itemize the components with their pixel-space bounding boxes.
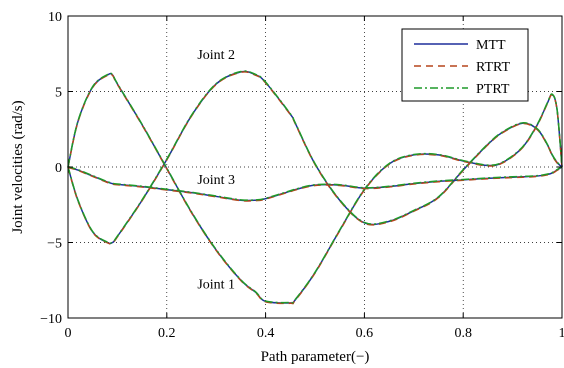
annotation-joint-1: Joint 1: [197, 277, 235, 292]
x-tick-label: 1: [559, 326, 564, 341]
x-tick-label: 0.6: [356, 326, 374, 341]
y-tick-label: 5: [55, 86, 62, 101]
annotation-joint-3: Joint 3: [197, 173, 235, 188]
legend-label-mtt: MTT: [476, 38, 506, 53]
y-tick-label: −10: [40, 312, 62, 327]
y-tick-label: −5: [47, 237, 62, 252]
x-axis-ticks: 0 0.2 0.4 0.6 0.8 1: [65, 16, 564, 341]
x-axis-label: Path parameter(−): [261, 349, 370, 365]
legend-box: [401, 28, 529, 102]
x-tick-label: 0: [65, 326, 72, 341]
y-tick-label: 10: [48, 10, 62, 25]
joint-3-rtrt-line: [67, 166, 563, 202]
joint-2-ptrt-line: [67, 70, 563, 244]
joint-1-ptrt-line: [67, 72, 563, 304]
legend-label-ptrt: PTRT: [476, 82, 510, 97]
legend: MTT RTRT PTRT: [401, 28, 529, 102]
y-tick-label: 0: [55, 161, 62, 176]
x-tick-label: 0.8: [454, 326, 472, 341]
y-axis-label: Joint velocities (rad/s): [10, 100, 26, 233]
legend-label-rtrt: RTRT: [476, 60, 511, 75]
x-tick-label: 0.2: [158, 326, 176, 341]
annotation-joint-2: Joint 2: [197, 48, 235, 63]
plot-curves: [67, 70, 563, 305]
x-tick-label: 0.4: [257, 326, 275, 341]
curve-annotations: Joint 2 Joint 3 Joint 1: [197, 48, 235, 293]
y-axis-ticks: −10 −5 0 5 10: [40, 10, 562, 327]
joint-3-ptrt-line: [67, 165, 563, 201]
